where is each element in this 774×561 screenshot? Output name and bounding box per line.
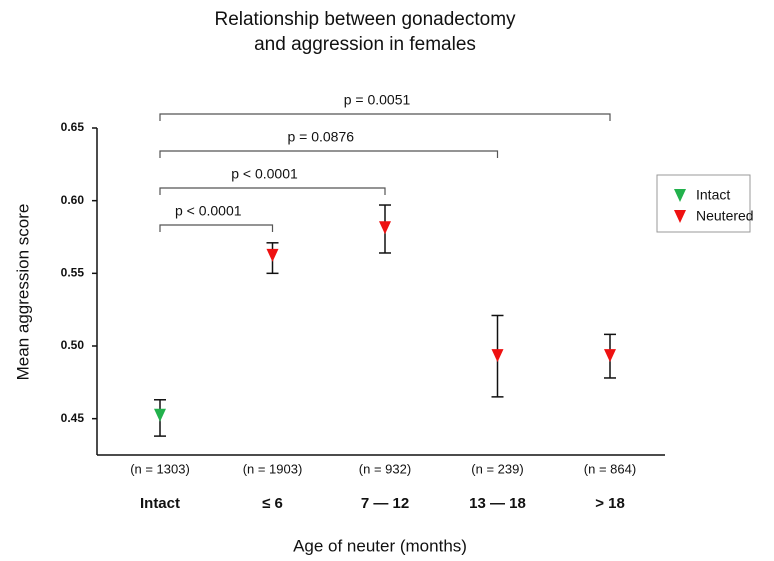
n-label: (n = 1303) bbox=[130, 461, 190, 476]
bracket bbox=[159, 224, 274, 232]
n-label: (n = 864) bbox=[584, 461, 636, 476]
point bbox=[266, 248, 279, 262]
legend-marker bbox=[674, 210, 686, 223]
bracket bbox=[159, 150, 499, 158]
chart-title: and aggression in females bbox=[254, 34, 476, 55]
legend-marker bbox=[674, 189, 686, 202]
x-tick-label: > 18 bbox=[595, 495, 625, 512]
x-tick-label: 13 — 18 bbox=[469, 495, 526, 512]
x-tick-label: ≤ 6 bbox=[262, 495, 283, 512]
y-tick-label: 0.50 bbox=[61, 338, 85, 352]
point bbox=[154, 408, 166, 422]
legend-box bbox=[656, 174, 751, 233]
point bbox=[604, 349, 616, 363]
legend-label: Intact bbox=[696, 187, 730, 203]
p-value: p = 0.0876 bbox=[287, 129, 354, 145]
n-label: (n = 1903) bbox=[243, 461, 303, 476]
p-value: p < 0.0001 bbox=[175, 203, 242, 219]
x-tick-label: Intact bbox=[140, 495, 180, 512]
p-value: p = 0.0051 bbox=[344, 92, 411, 108]
chart-title: Relationship between gonadectomy bbox=[214, 9, 516, 30]
y-tick-label: 0.60 bbox=[61, 193, 85, 207]
y-tick-label: 0.65 bbox=[61, 120, 85, 134]
point bbox=[379, 221, 391, 235]
y-tick-label: 0.45 bbox=[61, 411, 85, 425]
x-axis-label: Age of neuter (months) bbox=[293, 536, 467, 555]
point bbox=[491, 349, 504, 363]
y-tick-label: 0.55 bbox=[61, 266, 85, 280]
legend-label: Neutered bbox=[696, 208, 754, 224]
bracket bbox=[159, 187, 386, 195]
n-label: (n = 932) bbox=[359, 461, 411, 476]
p-value: p < 0.0001 bbox=[231, 166, 298, 182]
x-tick-label: 7 — 12 bbox=[361, 495, 409, 512]
n-label: (n = 239) bbox=[471, 461, 523, 476]
bracket bbox=[159, 113, 611, 121]
y-axis-label: Mean aggression score bbox=[13, 204, 32, 381]
